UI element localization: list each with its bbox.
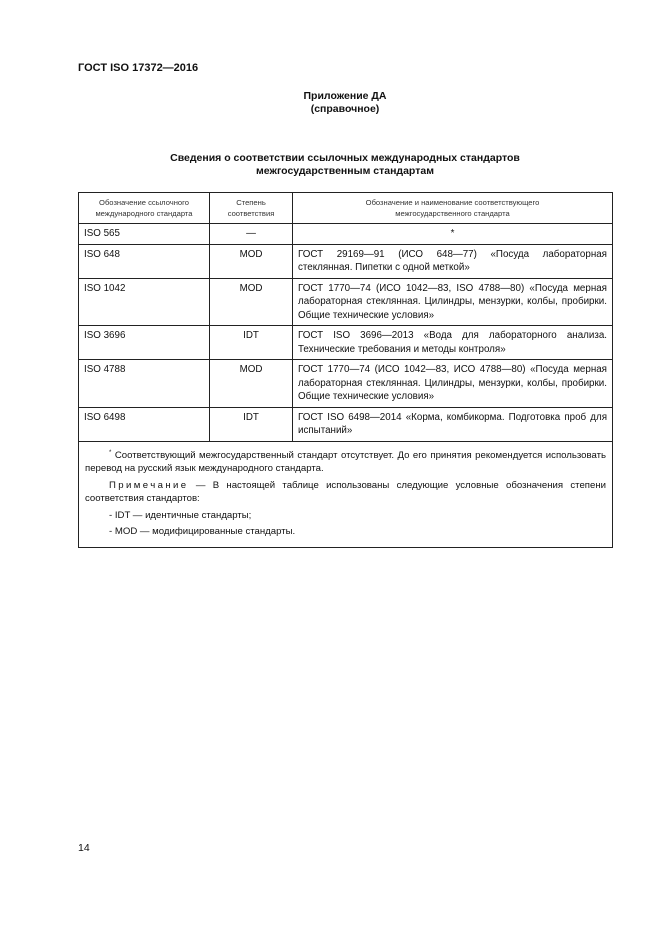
degree-cell: IDT [209, 325, 293, 360]
appendix-heading: Приложение ДА (справочное) [78, 90, 612, 116]
table-row: ISO 6498 IDT ГОСТ ISO 6498—2014 «Корма, ко… [78, 406, 613, 442]
ref-cell: ISO 1042 [78, 277, 210, 326]
column-header-national: Обозначение и наименование соответствующ… [292, 192, 613, 224]
standards-table: Обозначение ссылочного международного ст… [78, 192, 613, 548]
appendix-title: Приложение ДА [303, 90, 387, 102]
page-number: 14 [78, 842, 90, 854]
table-row: ISO 1042 MOD ГОСТ 1770—74 (ИСО 1042—83, IS… [78, 277, 613, 326]
national-standard-cell: ГОСТ 29169—91 (ИСО 648—77) «Посуда лабор… [292, 243, 613, 279]
national-standard-cell: ГОСТ ISO 6498—2014 «Корма, комбикорма. П… [292, 406, 613, 442]
ref-cell: ISO 648 [78, 243, 210, 279]
degree-cell: — [209, 223, 293, 245]
footnote-mark: * [109, 449, 112, 456]
national-standard-cell: ГОСТ 1770—74 (ИСО 1042—83, ISO 4788—80) … [292, 277, 613, 326]
table-title-line1: Сведения о соответствии ссылочных междун… [170, 152, 520, 164]
note: Примечание — В настоящей таблице использ… [85, 479, 606, 506]
note-text: — В настоящей таблице использованы следу… [85, 479, 606, 505]
degree-cell: MOD [209, 243, 293, 279]
ref-cell: ISO 3696 [78, 325, 210, 360]
table-header-row: Обозначение ссылочного международного ст… [78, 192, 613, 224]
column-header-ref: Обозначение ссылочного международного ст… [78, 192, 210, 224]
national-standard-cell: * [292, 223, 613, 245]
table-title-line2: межгосударственным стандартам [256, 165, 434, 177]
column-header-degree: Степень соответствия [209, 192, 293, 224]
table-title: Сведения о соответствии ссылочных междун… [78, 152, 612, 178]
footnote: * Соответствующий межгосударственный ста… [85, 449, 606, 475]
table-row: ISO 648 MOD ГОСТ 29169—91 (ИСО 648—77) «По… [78, 243, 613, 279]
document-code: ГОСТ ISO 17372—2016 [78, 62, 199, 74]
legend-mod: - MOD — модифицированные стандарты. [109, 526, 296, 538]
note-label: Примечание [109, 479, 189, 491]
table-row: ISO 4788 MOD ГОСТ 1770—74 (ИСО 1042—83, ИС… [78, 359, 613, 408]
table-row: ISO 565— * [78, 223, 613, 245]
ref-cell: ISO 4788 [78, 359, 210, 408]
degree-cell: IDT [209, 406, 293, 442]
degree-cell: MOD [209, 277, 293, 326]
legend-idt: - IDT — идентичные стандарты; [109, 509, 252, 521]
appendix-subtitle: (справочное) [310, 103, 380, 115]
national-standard-cell: ГОСТ 1770—74 (ИСО 1042—83, ИСО 4788—80) … [292, 359, 613, 408]
table-footnote-row: * Соответствующий межгосударственный ста… [78, 440, 613, 548]
table-row: ISO 3696 IDT ГОСТ ISO 3696—2013 «Вода для … [78, 325, 613, 360]
ref-cell: ISO 6498 [78, 406, 210, 442]
national-standard-cell: ГОСТ ISO 3696—2013 «Вода для лабораторно… [292, 325, 613, 360]
degree-cell: MOD [209, 359, 293, 408]
ref-cell: ISO 565 [78, 223, 210, 245]
